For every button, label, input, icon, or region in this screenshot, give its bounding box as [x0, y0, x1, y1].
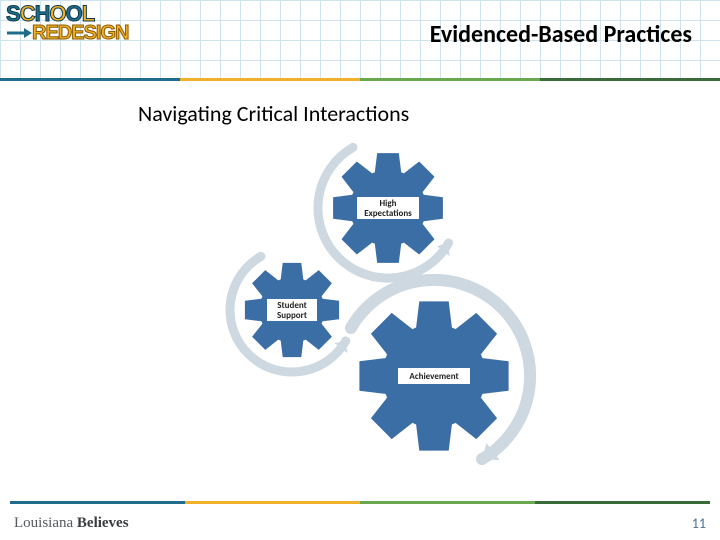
rule-seg-2: [180, 78, 360, 81]
page-number: 11: [692, 515, 706, 532]
rule-seg-3: [360, 78, 540, 81]
school-redesign-logo: SCHOOL REDESIGN: [6, 4, 128, 42]
gear-label-student-support: Support: [277, 310, 307, 321]
rule-seg-1: [10, 501, 185, 504]
subtitle: Navigating Critical Interactions: [138, 100, 409, 127]
gear-label-achievement: Achievement: [409, 371, 458, 382]
header-divider: [0, 78, 720, 81]
louisiana-believes-logo: Louisiana Believes: [14, 515, 129, 532]
rule-seg-2: [185, 501, 360, 504]
slide: SCHOOL REDESIGN Evidenced-Based Practice…: [0, 0, 720, 540]
logo-bottom-word: REDESIGN: [6, 24, 128, 42]
gear-label-high-expectations: Expectations: [364, 208, 412, 219]
rule-seg-3: [360, 501, 535, 504]
gear-diagram: HighExpectationsStudentSupportAchievemen…: [0, 140, 720, 480]
rule-seg-4: [535, 501, 710, 504]
page-title: Evidenced-Based Practices: [430, 20, 692, 49]
rule-seg-1: [0, 78, 180, 81]
rule-seg-4: [540, 78, 720, 81]
footer-divider: [10, 501, 710, 504]
arrow-icon: [6, 27, 32, 39]
logo-top-word: SCHOOL: [6, 4, 128, 24]
